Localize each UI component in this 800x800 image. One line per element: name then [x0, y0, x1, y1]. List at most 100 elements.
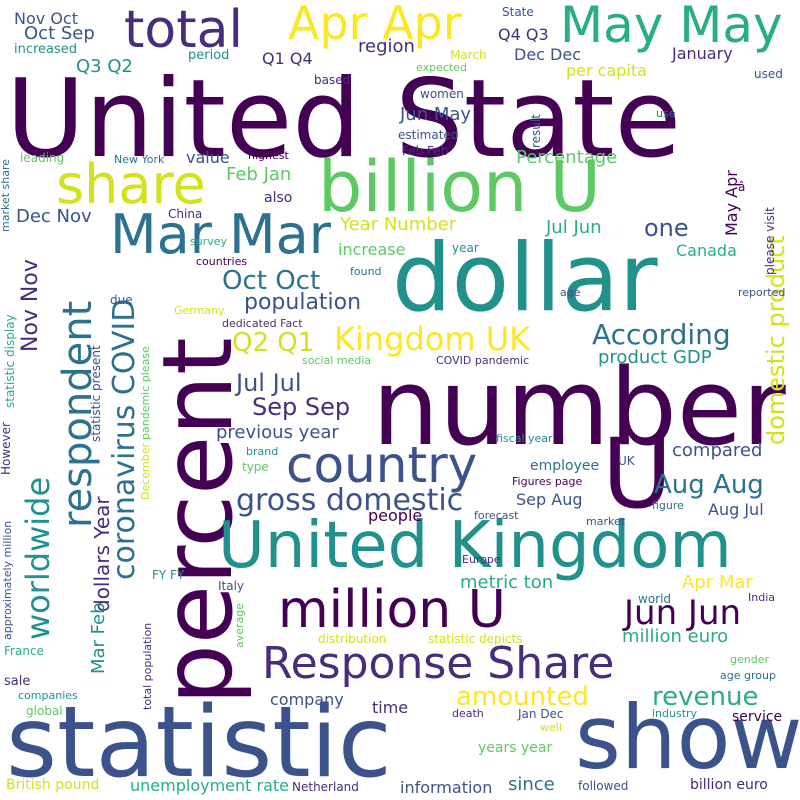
word-dec-dec: Dec Dec [514, 45, 582, 64]
word-used: used [754, 67, 783, 81]
word-sep-aug: Sep Aug [516, 490, 583, 509]
word-jul-jun: Jul Jun [546, 217, 602, 238]
word-share: share [56, 153, 206, 216]
word-countries: countries [196, 255, 248, 268]
word-apr-mar: Apr Mar [682, 572, 753, 593]
word-total: total [124, 0, 243, 60]
word-use: use [656, 107, 676, 120]
word-year-number: Year Number [340, 214, 457, 235]
word-germany: Germany [174, 304, 225, 317]
word-statistic-depicts: statistic depicts [428, 632, 523, 646]
word-please-visit: please visit [763, 207, 777, 275]
word-british-pound: British pound [6, 777, 100, 793]
word-time: time [372, 698, 409, 717]
word-metric-ton: metric ton [460, 572, 554, 593]
word-expected: expected [416, 61, 467, 74]
word-unemployment-rate: unemployment rate [130, 776, 289, 795]
word-mar-mar: Mar Mar [110, 203, 331, 266]
word-feb-jan: Feb Jan [226, 164, 292, 185]
word-one: one [644, 214, 689, 242]
word-france: France [4, 644, 44, 658]
word-approximately-million: approximately million [1, 520, 14, 640]
word-statistic: statistic [6, 686, 392, 800]
word-since: since [508, 774, 555, 795]
word-region: region [358, 36, 415, 57]
word-statistic-display: statistic display [3, 314, 17, 408]
word-number: number [372, 346, 786, 469]
word-value: value [186, 148, 230, 167]
word-january: January [672, 44, 733, 63]
word-companies: companies [18, 689, 78, 702]
word-market-share: market share [0, 158, 12, 232]
word-oct-sep: Oct Sep [24, 23, 95, 44]
word-apr-apr: Apr Apr [288, 0, 462, 50]
word-united-kingdom: United Kingdom [218, 509, 732, 583]
word-type: type [242, 460, 269, 474]
word-also: also [264, 190, 293, 206]
word-aug-aug: Aug Aug [654, 470, 764, 500]
word-canada: Canada [676, 241, 737, 260]
word-dec-nov: Dec Nov [16, 206, 92, 227]
word-response-share: Response Share [262, 638, 615, 689]
word-nov-nov: Nov Nov [18, 259, 43, 352]
word-europe: Europe [462, 553, 501, 566]
word-increased: increased [14, 42, 78, 57]
word-oct-oct: Oct Oct [222, 266, 321, 296]
word-total-population: total population [141, 622, 154, 710]
word-q3-q2: Q3 Q2 [76, 56, 133, 77]
word-survey: survey [190, 235, 228, 248]
word-india: India [748, 591, 775, 604]
word-sep-sep: Sep Sep [252, 393, 351, 421]
word-estimated: estimated [398, 128, 459, 142]
word-china: China [168, 207, 203, 221]
word-distribution: distribution [318, 632, 387, 646]
word-december: December [139, 442, 152, 500]
word-billion-u: billion U [318, 146, 601, 228]
word-q1-q4: Q1 Q4 [262, 49, 313, 68]
word-figure: figure [652, 499, 684, 512]
word-new-york: New York [114, 153, 165, 166]
word-employee: employee [530, 458, 600, 474]
word-however: However [0, 422, 13, 475]
word-according: According [592, 318, 731, 351]
word-figures-page: Figures page [512, 475, 583, 488]
word-mar-feb: Mar Feb [88, 602, 109, 674]
word-kingdom-uk: Kingdom UK [334, 320, 531, 358]
word-coronavirus-covid: coronavirus COVID [107, 298, 142, 580]
word-previous-year: previous year [216, 422, 339, 443]
word-company: company [270, 690, 344, 709]
word-period: period [188, 48, 230, 63]
word-brand: brand [246, 445, 279, 458]
word-gross-domestic: gross domestic [236, 483, 464, 518]
word-found: found [350, 265, 382, 278]
word-united-state: United State [6, 57, 682, 182]
word-based: based [314, 73, 351, 87]
word-age: age [560, 286, 581, 299]
word-increase: increase [338, 240, 406, 259]
word-industry: industry [652, 707, 698, 720]
word-years-year: years year [478, 740, 553, 756]
word-sale: sale [4, 674, 31, 689]
word-average: average [233, 602, 246, 648]
word-social-media: social media [302, 354, 372, 367]
word-forecast: forecast [474, 509, 519, 522]
word-result: result [529, 114, 543, 148]
word-reported: reported [738, 286, 786, 299]
word-may-may: May May [560, 0, 783, 54]
word-gender: gender [730, 653, 769, 666]
word-netherland: Netherland [292, 780, 359, 794]
word-uk: UK [618, 454, 635, 468]
word-percentage: Percentage [516, 147, 618, 168]
word-year: year [452, 241, 479, 255]
word-feb-feb: Feb Feb [402, 144, 449, 158]
word-show: show [575, 686, 800, 789]
word-product-gdp: product GDP [598, 347, 712, 368]
word-leading: leading [20, 151, 65, 165]
word-due: due [110, 293, 133, 307]
word-country: country [286, 436, 478, 494]
word-world: world [638, 592, 672, 606]
word-dollar: dollar [392, 224, 658, 333]
word-state: State [502, 5, 534, 19]
word-billion-euro: billion euro [690, 777, 768, 793]
word-highest: highest [248, 149, 289, 162]
